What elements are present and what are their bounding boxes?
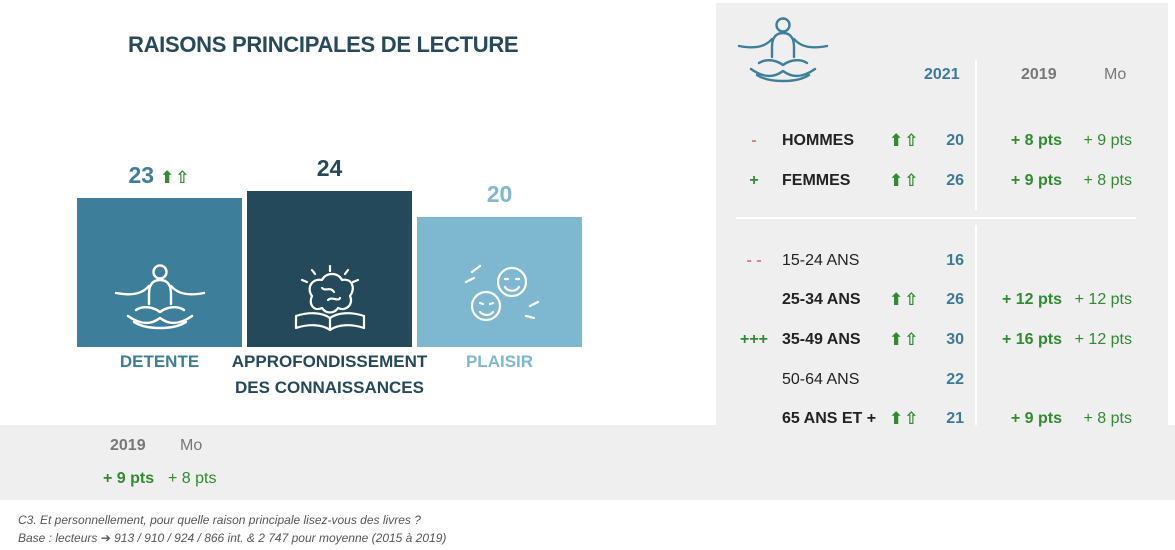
category-label: DETENTE — [119, 352, 200, 371]
brain-book-icon — [282, 262, 378, 332]
bar-value: 23 — [128, 161, 155, 188]
breakdown-panel — [716, 3, 1168, 425]
row-label: HOMMES — [782, 132, 854, 149]
bottom-header-2019: 2019 — [110, 437, 146, 454]
column-divider — [975, 225, 977, 425]
value-mo: + 12 pts — [1074, 331, 1132, 348]
row-label: 25-34 ANS — [782, 291, 861, 308]
trend-up-icon: ⬆⇧ — [889, 330, 920, 349]
faces-icon — [452, 262, 548, 332]
bar-value: 20 — [486, 181, 513, 207]
value-2019: + 8 pts — [1010, 132, 1062, 149]
bar-value-label: 24 — [247, 155, 412, 182]
meditation-icon — [112, 262, 208, 332]
bar-value-label: 20 — [417, 181, 582, 208]
column-divider — [975, 60, 977, 210]
row-label: 35-49 ANS — [782, 331, 861, 348]
value-2019: + 9 pts — [1010, 410, 1062, 427]
bar-detente — [77, 197, 242, 347]
row-label: 15-24 ANS — [782, 252, 860, 269]
value-mo: + 9 pts — [1083, 132, 1132, 149]
significance-marker: +++ — [739, 331, 769, 348]
bottom-value-2019: + 9 pts — [103, 470, 155, 487]
section-divider — [736, 217, 1136, 219]
bar-value: 24 — [316, 155, 343, 181]
arrow-icon: ➔ — [100, 531, 111, 545]
value-2021: 30 — [946, 331, 964, 348]
footnote-question: C3. Et personnellement, pour quelle rais… — [18, 513, 421, 527]
value-2019: + 16 pts — [1001, 331, 1062, 348]
bar-value-label: 23 ⬆⇧ — [77, 162, 242, 189]
trend-up-icon: ⬆⇧ — [889, 409, 920, 428]
value-2021: 22 — [946, 371, 964, 388]
header-mo: Mo — [1104, 66, 1127, 83]
value-2019: + 9 pts — [1010, 172, 1062, 189]
value-2021: 21 — [946, 410, 964, 427]
comparison-band — [0, 425, 1175, 500]
value-2021: 26 — [946, 291, 964, 308]
footnote-base-label: Base : lecteurs — [18, 531, 98, 545]
footnote-base-values: 913 / 910 / 924 / 866 int. & 2 747 pour … — [114, 531, 447, 545]
bottom-value-mo: + 8 pts — [168, 470, 217, 487]
bar-plaisir — [417, 217, 582, 347]
row-label: 65 ANS ET + — [782, 410, 877, 427]
chart-title: RAISONS PRINCIPALES DE LECTURE — [128, 32, 519, 57]
value-2021: 16 — [946, 252, 964, 269]
trend-up-icon: ⬆⇧ — [889, 290, 920, 309]
significance-marker: + — [749, 172, 759, 189]
trend-up-icon: ⬆⇧ — [160, 167, 191, 187]
category-label: PLAISIR — [465, 352, 534, 371]
value-mo: + 12 pts — [1074, 291, 1132, 308]
significance-marker: - — [751, 132, 757, 149]
value-2019: + 12 pts — [1001, 291, 1062, 308]
value-mo: + 8 pts — [1083, 410, 1132, 427]
header-2019: 2019 — [1021, 66, 1057, 83]
trend-up-icon: ⬆⇧ — [889, 131, 920, 150]
row-label: FEMMES — [782, 172, 851, 189]
meditation-icon — [737, 17, 829, 83]
value-mo: + 8 pts — [1083, 172, 1132, 189]
value-2021: 20 — [946, 132, 964, 149]
trend-up-icon: ⬆⇧ — [889, 171, 920, 190]
category-label: APPROFONDISSEMENT DES CONNAISSANCES — [231, 352, 428, 397]
footnote-base: Base : lecteurs ➔ 913 / 910 / 924 / 866 … — [18, 531, 446, 545]
value-2021: 26 — [946, 172, 964, 189]
header-2021: 2021 — [924, 66, 960, 83]
significance-marker: - - — [746, 252, 762, 269]
row-label: 50-64 ANS — [782, 371, 860, 388]
bottom-header-mo: Mo — [180, 437, 203, 454]
